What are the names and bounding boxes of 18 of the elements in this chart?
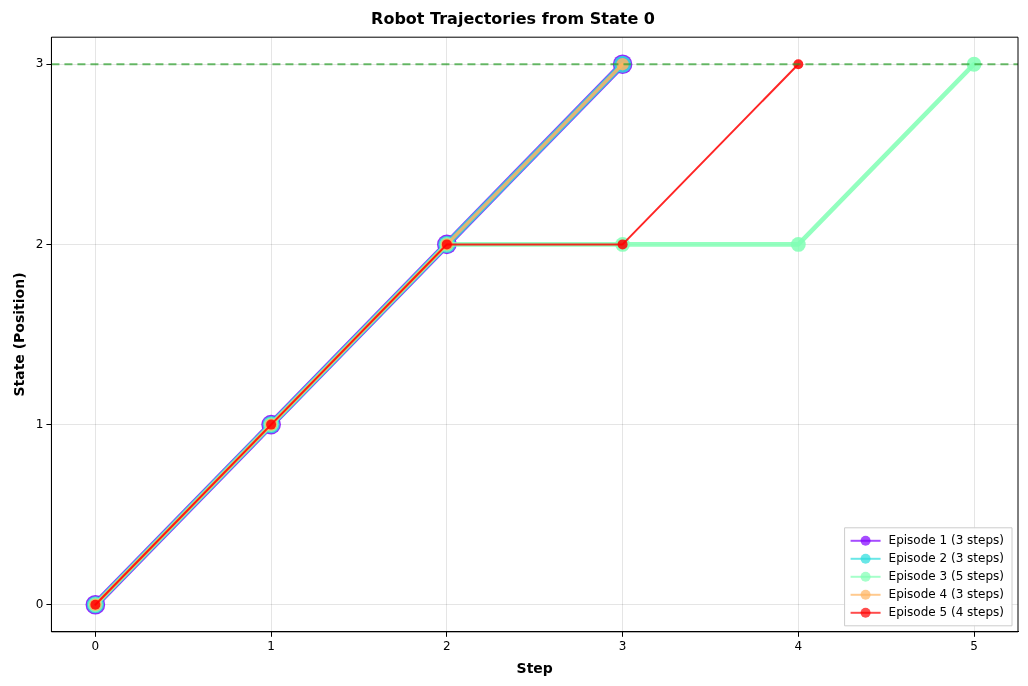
y-axis-title: State (Position) [11,272,28,397]
legend-label: Episode 4 (3 steps) [888,586,1005,601]
x-tick-label: 1 [267,639,275,654]
legend-label: Episode 1 (3 steps) [888,532,1005,547]
x-axis-title: Step [516,660,553,677]
legend-label: Episode 2 (3 steps) [888,550,1005,565]
y-tick-label: 0 [35,596,44,611]
x-tick-label: 5 [970,639,978,654]
x-tick-label: 4 [794,639,803,654]
chart-title: Robot Trajectories from State 0 [371,8,655,28]
x-tick-label: 0 [91,639,100,654]
legend-label: Episode 3 (5 steps) [888,568,1005,583]
y-tick-label: 1 [35,416,44,431]
legend-label: Episode 5 (4 steps) [888,604,1005,619]
x-tick-label: 2 [443,639,451,654]
y-tick-label: 3 [35,56,44,71]
x-tick-label: 3 [618,639,627,654]
y-tick-label: 2 [35,236,44,251]
